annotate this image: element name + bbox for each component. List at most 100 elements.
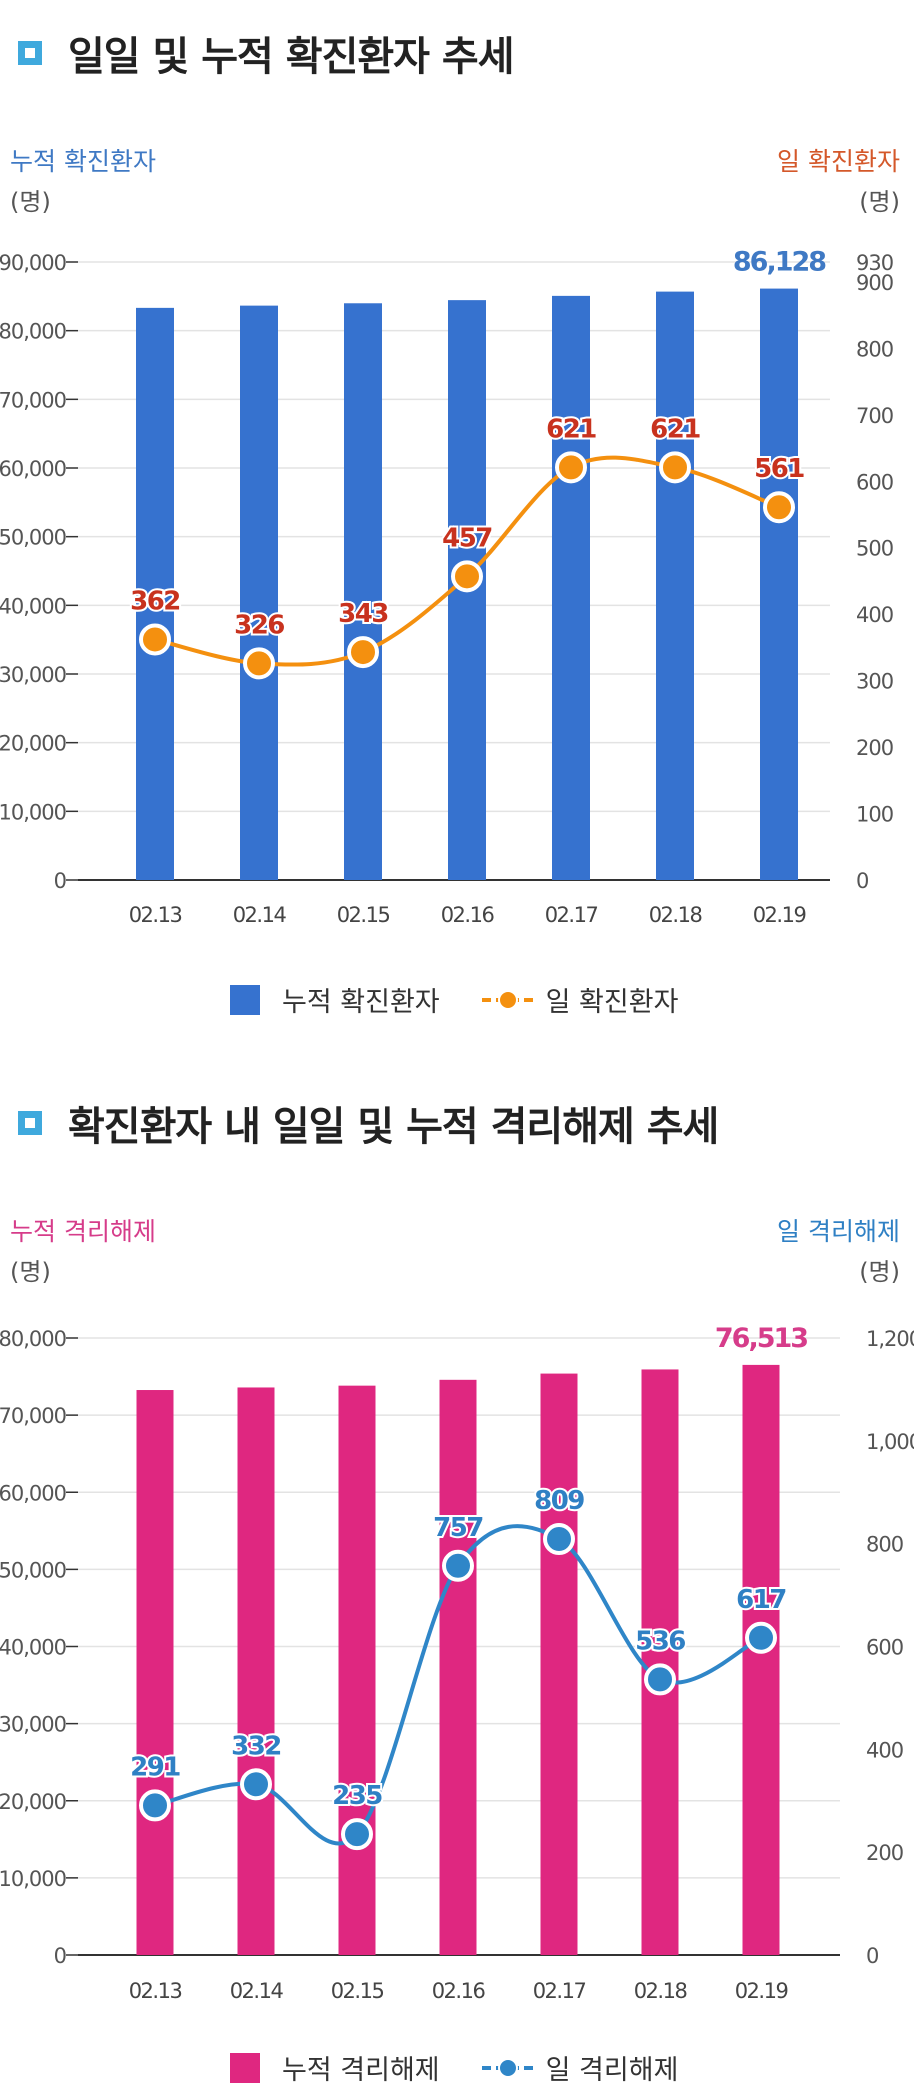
bar-02.14 xyxy=(240,305,278,880)
bar-02.13 xyxy=(136,1390,174,1955)
right-tick-label: 200 xyxy=(866,1841,903,1865)
line-data-label: 621 xyxy=(650,414,700,444)
x-tick-label: 02.17 xyxy=(533,1979,586,2003)
x-tick-label: 02.14 xyxy=(233,903,287,927)
combo-chart: 0 10,000 20,000 30,000 40,000 50,000 60,000 70,… xyxy=(0,247,894,927)
line-point-02.16 xyxy=(451,560,483,593)
right-axis-unit: (명) xyxy=(859,1258,900,1286)
bar-02.18 xyxy=(641,1369,679,1955)
section-title: 일일 및 누적 확진환자 추세 xyxy=(68,34,515,80)
x-tick-label: 02.16 xyxy=(441,903,495,927)
square-bullet-icon xyxy=(18,41,42,65)
line-data-label: 757 xyxy=(433,1513,483,1543)
x-tick-label: 02.19 xyxy=(735,1979,788,2003)
left-tick-label: 60,000 xyxy=(0,457,66,481)
right-tick-label: 500 xyxy=(856,537,893,561)
legend-bar-swatch xyxy=(230,2052,260,2083)
section-heading: 확진환자 내 일일 및 누적 격리해제 추세 xyxy=(18,1094,719,1152)
right-tick-label: 600 xyxy=(856,470,893,494)
left-tick-label: 20,000 xyxy=(0,1790,66,1814)
left-axis-title: 누적 격리해제 xyxy=(10,1217,156,1246)
chart-section-2: 확진환자 내 일일 및 누적 격리해제 추세 누적 격리해제 일 격리해제 (명… xyxy=(0,1070,914,2096)
right-tick-label: 1,200 xyxy=(866,1327,914,1351)
line-data-label: 536 xyxy=(635,1626,685,1656)
left-tick-label: 40,000 xyxy=(0,1636,66,1660)
bar-last-value-label: 76,513 xyxy=(715,1323,807,1354)
legend-bar-label: 누적 격리해제 xyxy=(282,2055,440,2086)
line-data-label: 617 xyxy=(736,1585,786,1615)
right-tick-label: 800 xyxy=(856,337,893,361)
left-tick-label: 50,000 xyxy=(0,526,66,550)
right-tick-label: 200 xyxy=(856,736,893,760)
line-data-label: 235 xyxy=(332,1781,382,1811)
left-tick-label: 70,000 xyxy=(0,1404,66,1428)
right-tick-label: 300 xyxy=(856,670,893,694)
legend-line-label: 일 격리해제 xyxy=(545,2055,679,2086)
line-point-02.15 xyxy=(341,1818,373,1851)
bar-02.17 xyxy=(552,295,590,880)
line-point-02.17 xyxy=(543,1523,575,1556)
right-tick-label: 600 xyxy=(866,1636,903,1660)
bar-02.19 xyxy=(742,1364,780,1955)
x-tick-label: 02.18 xyxy=(634,1979,687,2003)
chart-legend: 누적 격리해제 일 격리해제 xyxy=(230,2048,678,2087)
legend-bar-label: 누적 확진환자 xyxy=(282,987,440,1018)
x-tick-label: 02.13 xyxy=(129,1979,182,2003)
right-tick-label: 930 xyxy=(856,251,893,275)
line-data-label: 457 xyxy=(442,523,492,553)
x-tick-label: 02.17 xyxy=(545,903,598,927)
left-tick-label: 40,000 xyxy=(0,594,66,618)
combo-chart: 0 10,000 20,000 30,000 40,000 50,000 60,000 70,… xyxy=(0,1323,914,2003)
left-tick-label: 30,000 xyxy=(0,663,66,687)
x-tick-label: 02.13 xyxy=(129,903,182,927)
left-tick-label: 90,000 xyxy=(0,251,66,275)
bar-02.17 xyxy=(540,1373,578,1955)
line-point-02.18 xyxy=(659,451,691,484)
legend-line-marker-icon xyxy=(481,2057,534,2078)
bar-02.18 xyxy=(656,291,694,880)
left-tick-label: 70,000 xyxy=(0,388,66,412)
x-tick-label: 02.16 xyxy=(432,1979,486,2003)
bar-last-value-label: 86,128 xyxy=(733,247,826,278)
line-point-02.17 xyxy=(555,451,587,484)
right-axis-unit: (명) xyxy=(859,188,900,216)
line-data-label: 362 xyxy=(130,586,180,616)
line-data-label: 291 xyxy=(130,1752,180,1782)
right-tick-label: 0 xyxy=(856,869,868,893)
right-axis-title: 일 확진환자 xyxy=(777,147,900,176)
section-title: 확진환자 내 일일 및 누적 격리해제 추세 xyxy=(68,1104,719,1150)
right-tick-label: 1,000 xyxy=(866,1430,914,1454)
left-axis-unit: (명) xyxy=(10,1258,51,1286)
left-tick-label: 80,000 xyxy=(0,1327,66,1351)
left-tick-label: 10,000 xyxy=(0,800,66,824)
left-tick-label: 50,000 xyxy=(0,1558,66,1582)
line-point-02.19 xyxy=(763,491,795,524)
line-point-02.14 xyxy=(240,1768,272,1801)
bar-02.19 xyxy=(760,288,798,880)
bar-02.13 xyxy=(136,307,174,880)
left-tick-label: 0 xyxy=(54,869,66,893)
bar-02.15 xyxy=(344,303,382,881)
right-tick-label: 100 xyxy=(856,803,893,827)
x-tick-label: 02.18 xyxy=(649,903,702,927)
line-point-02.16 xyxy=(442,1549,474,1582)
left-tick-label: 30,000 xyxy=(0,1713,66,1737)
line-point-02.13 xyxy=(139,1789,171,1822)
left-tick-label: 0 xyxy=(54,1944,66,1968)
left-axis-title: 누적 확진환자 xyxy=(10,147,156,176)
left-tick-label: 10,000 xyxy=(0,1867,66,1891)
right-tick-label: 400 xyxy=(856,603,893,627)
right-tick-label: 900 xyxy=(856,271,893,295)
line-data-label: 326 xyxy=(234,610,284,640)
line-point-02.14 xyxy=(243,647,275,680)
bar-02.16 xyxy=(439,1379,477,1955)
x-tick-label: 02.14 xyxy=(230,1979,284,2003)
left-tick-label: 60,000 xyxy=(0,1481,66,1505)
x-tick-label: 02.15 xyxy=(331,1979,384,2003)
x-tick-label: 02.19 xyxy=(753,903,806,927)
line-point-02.18 xyxy=(644,1663,676,1696)
line-point-02.15 xyxy=(347,636,379,669)
right-tick-label: 700 xyxy=(856,404,893,428)
left-tick-label: 20,000 xyxy=(0,732,66,756)
legend-bar-swatch xyxy=(230,984,260,1015)
